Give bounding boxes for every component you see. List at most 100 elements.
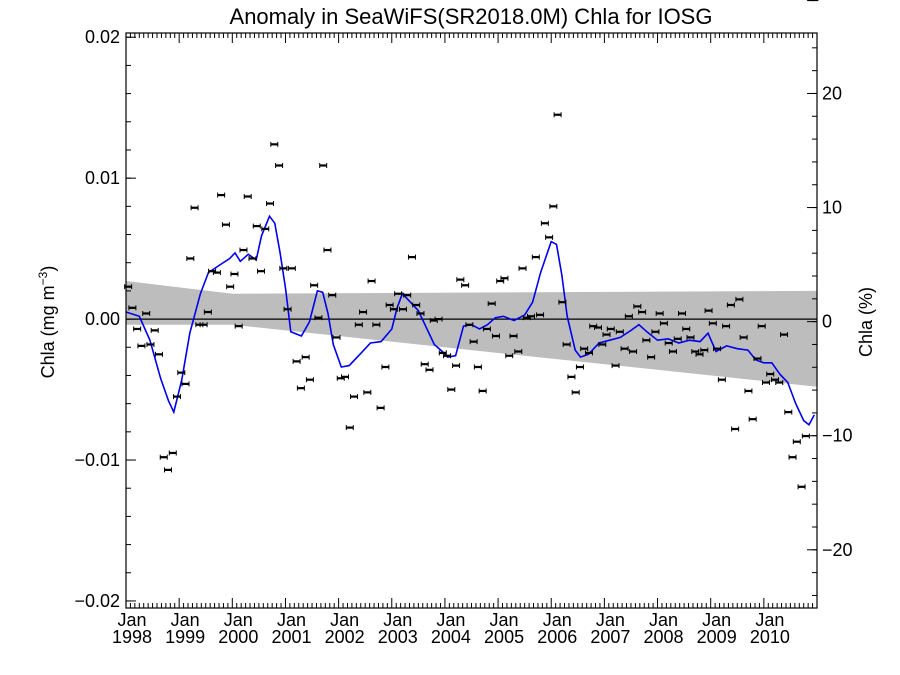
anomaly-point bbox=[177, 370, 186, 376]
y-tick-label: −0.01 bbox=[74, 450, 120, 470]
anomaly-point bbox=[771, 377, 780, 383]
anomaly-point bbox=[792, 439, 801, 445]
x-tick-month-label: Jan bbox=[755, 610, 784, 630]
x-tick-month-label: Jan bbox=[436, 610, 465, 630]
anomaly-point bbox=[305, 377, 314, 383]
y-right-tick-label: 0 bbox=[822, 312, 832, 332]
anomaly-point bbox=[473, 364, 482, 370]
anomaly-point bbox=[181, 381, 190, 387]
tick-marks bbox=[125, 33, 817, 608]
anomaly-point bbox=[553, 112, 562, 118]
anomaly-point bbox=[363, 389, 372, 395]
anomaly-point bbox=[412, 302, 421, 308]
x-tick-year-label: 2000 bbox=[218, 627, 258, 647]
x-tick-year-label: 2008 bbox=[644, 627, 684, 647]
x-tick-month-label: Jan bbox=[117, 610, 146, 630]
anomaly-point bbox=[726, 302, 735, 308]
anomaly-point bbox=[443, 353, 452, 359]
anomaly-point bbox=[275, 162, 284, 168]
anomaly-point bbox=[266, 201, 275, 207]
anomaly-point bbox=[159, 454, 168, 460]
anomaly-point bbox=[230, 271, 239, 277]
anomaly-point bbox=[642, 337, 651, 343]
anomaly-point bbox=[780, 332, 789, 338]
x-tick-month-label: Jan bbox=[702, 610, 731, 630]
anomaly-point bbox=[469, 339, 478, 345]
x-tick-month-label: Jan bbox=[277, 610, 306, 630]
y-right-tick-label: −10 bbox=[822, 426, 853, 446]
anomaly-point bbox=[186, 255, 195, 261]
anomaly-point bbox=[673, 336, 682, 342]
y-right-tick-label: −20 bbox=[822, 540, 853, 560]
anomaly-point bbox=[350, 394, 359, 400]
anomaly-point bbox=[624, 313, 633, 319]
x-tick-year-label: 2010 bbox=[750, 627, 790, 647]
smoothed-line-series bbox=[125, 214, 816, 427]
chart-title: Anomaly in SeaWiFS(SR2018.0M) Chla for I… bbox=[230, 4, 713, 29]
anomaly-point bbox=[686, 334, 695, 340]
anomaly-point bbox=[567, 374, 576, 380]
anomaly-point bbox=[478, 388, 487, 394]
y-right-tick-label: 20 bbox=[822, 83, 842, 103]
anomaly-point bbox=[761, 380, 770, 386]
anomaly-point bbox=[487, 301, 496, 307]
anomaly-point bbox=[221, 222, 230, 228]
y-axis-label-left: Chla (mg m−3) bbox=[36, 266, 58, 379]
x-tick-year-label: 2007 bbox=[590, 627, 630, 647]
anomaly-point bbox=[434, 316, 443, 322]
anomaly-point bbox=[354, 322, 363, 328]
anomaly-point bbox=[558, 299, 567, 305]
anomaly-point bbox=[142, 310, 151, 316]
anomaly-point bbox=[527, 313, 536, 319]
y-tick-label: 0.01 bbox=[85, 168, 120, 188]
anomaly-point bbox=[217, 192, 226, 198]
anomaly-point bbox=[584, 350, 593, 356]
x-tick-month-label: Jan bbox=[596, 610, 625, 630]
x-tick-year-label: 1999 bbox=[165, 627, 205, 647]
anomaly-point bbox=[717, 377, 726, 383]
anomaly-point bbox=[691, 349, 700, 355]
anomaly-point bbox=[735, 296, 744, 302]
anomaly-point bbox=[301, 354, 310, 360]
anomaly-point bbox=[731, 426, 740, 432]
anomaly-point bbox=[655, 310, 664, 316]
anomaly-point bbox=[420, 361, 429, 367]
anomaly-point bbox=[594, 325, 603, 331]
anomaly-point bbox=[615, 329, 624, 335]
anomaly-point bbox=[173, 394, 182, 400]
x-tick-month-label: Jan bbox=[330, 610, 359, 630]
anomaly-point bbox=[452, 363, 461, 369]
x-tick-year-label: 2002 bbox=[325, 627, 365, 647]
anomaly-point bbox=[461, 282, 470, 288]
anomaly-point bbox=[491, 333, 500, 339]
anomaly-point bbox=[633, 303, 642, 309]
anomaly-point bbox=[252, 223, 261, 229]
anomaly-point bbox=[784, 409, 793, 415]
anomaly-point bbox=[620, 346, 629, 352]
anomaly-point bbox=[695, 351, 704, 357]
x-tick-year-label: 2001 bbox=[271, 627, 311, 647]
anomaly-point bbox=[261, 226, 270, 232]
anomaly-point bbox=[385, 302, 394, 308]
y-axis-label-right: Chla (%) bbox=[856, 287, 876, 357]
anomaly-point bbox=[190, 205, 199, 211]
anomaly-point bbox=[540, 220, 549, 226]
x-tick-year-label: 2006 bbox=[537, 627, 577, 647]
anomaly-point bbox=[744, 388, 753, 394]
anomaly-point bbox=[788, 454, 797, 460]
anomaly-point bbox=[647, 354, 656, 360]
y-axis-label-left-superscript: −3 bbox=[36, 271, 50, 285]
x-tick-year-label: 2009 bbox=[697, 627, 737, 647]
anomaly-point bbox=[367, 278, 376, 284]
anomaly-point bbox=[651, 329, 660, 335]
anomaly-point bbox=[514, 349, 523, 355]
anomaly-point bbox=[319, 162, 328, 168]
anomaly-point bbox=[580, 346, 589, 352]
anomaly-point bbox=[340, 374, 349, 380]
anomaly-point bbox=[611, 363, 620, 369]
anomaly-point bbox=[562, 341, 571, 347]
anomaly-point bbox=[708, 320, 717, 326]
anomaly-point bbox=[248, 255, 257, 261]
anomaly-point bbox=[287, 265, 296, 271]
anomaly-point bbox=[722, 323, 731, 329]
